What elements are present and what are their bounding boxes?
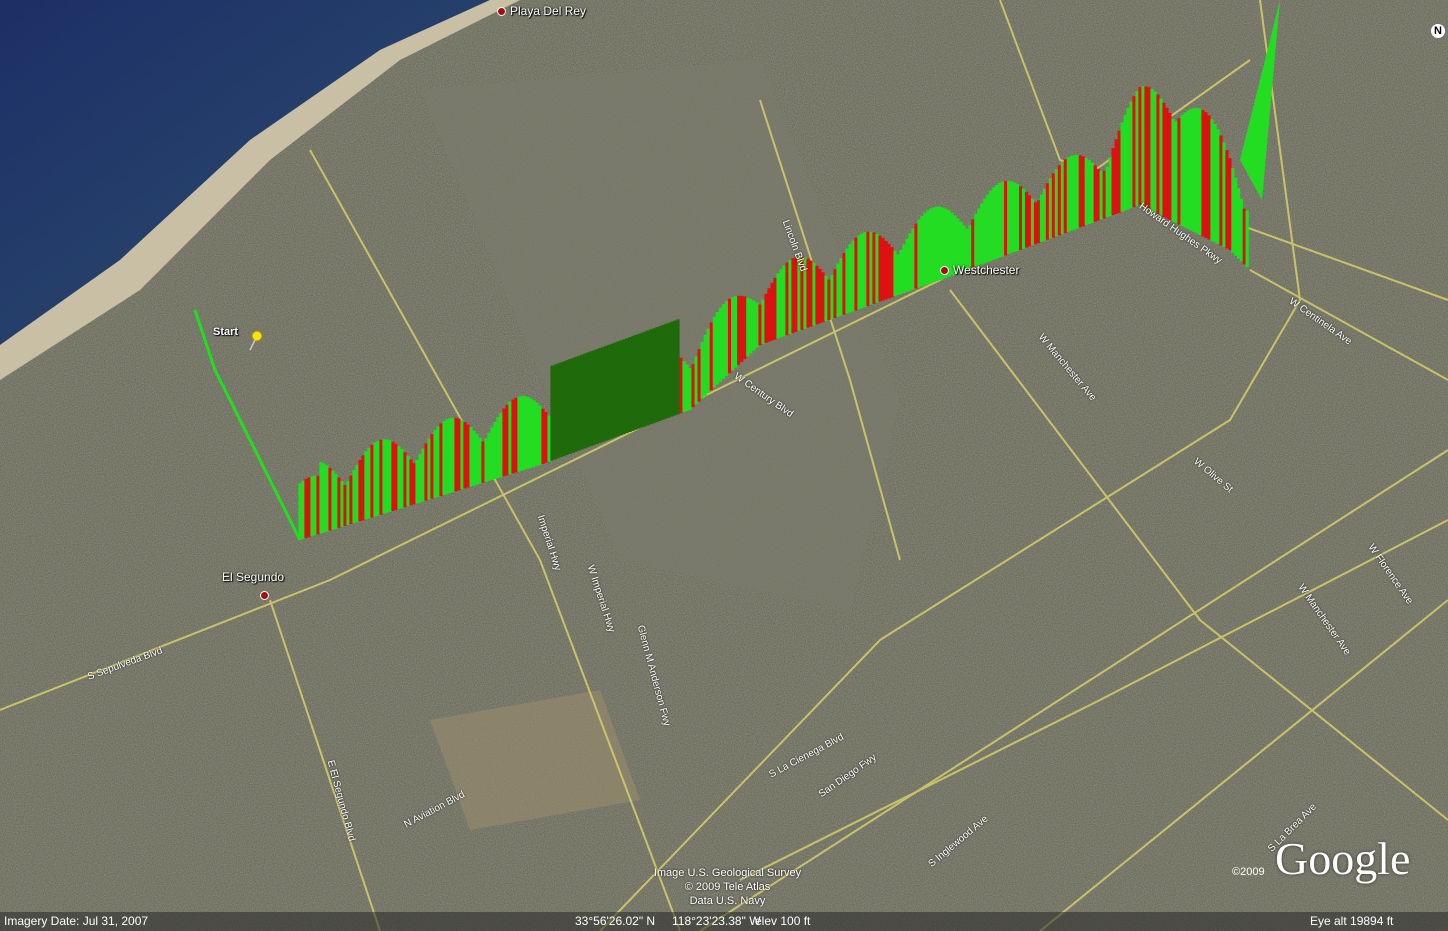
place-playa-del-rey[interactable]: Playa Del Rey bbox=[497, 4, 586, 18]
start-placemark[interactable]: Start bbox=[213, 326, 238, 338]
eye-altitude-readout: Eye alt 19894 ft bbox=[1310, 914, 1394, 928]
profile-start-segment bbox=[193, 309, 302, 541]
google-logo: Google bbox=[1275, 833, 1411, 884]
elevation-profile bbox=[193, 0, 1280, 541]
place-el-segundo[interactable]: El Segundo bbox=[222, 570, 284, 584]
pushpin-icon[interactable] bbox=[245, 328, 265, 352]
logo-copyright: ©2009 bbox=[1232, 866, 1265, 878]
imagery-attribution: Image U.S. Geological Survey © 2009 Tele… bbox=[640, 866, 815, 908]
longitude-readout: 118°23'23.38" W bbox=[672, 914, 761, 928]
status-bar: Imagery Date: Jul 31, 2007 33°56'26.02" … bbox=[0, 912, 1448, 931]
open-lot bbox=[430, 690, 640, 830]
beach bbox=[0, 0, 520, 380]
place-marker-icon bbox=[497, 7, 506, 17]
elevation-readout: elev 100 ft bbox=[755, 914, 811, 928]
place-label: Playa Del Rey bbox=[510, 4, 587, 18]
place-marker-icon bbox=[260, 591, 269, 600]
attribution-line: Image U.S. Geological Survey bbox=[653, 867, 802, 879]
ocean bbox=[0, 0, 490, 345]
imagery-date: Imagery Date: Jul 31, 2007 bbox=[4, 914, 149, 928]
start-label: Start bbox=[213, 326, 239, 338]
profile-spike bbox=[1240, 0, 1280, 200]
place-label: El Segundo bbox=[222, 570, 285, 584]
attribution-line: © 2009 Tele Atlas bbox=[684, 881, 771, 893]
place-westchester[interactable]: Westchester bbox=[940, 263, 1019, 277]
place-label: Westchester bbox=[953, 263, 1020, 277]
attribution-line: Data U.S. Navy bbox=[689, 895, 766, 907]
place-marker-icon bbox=[940, 266, 949, 276]
compass-north-icon[interactable]: N bbox=[1431, 24, 1445, 38]
latitude-readout: 33°56'26.02" N bbox=[575, 914, 656, 928]
